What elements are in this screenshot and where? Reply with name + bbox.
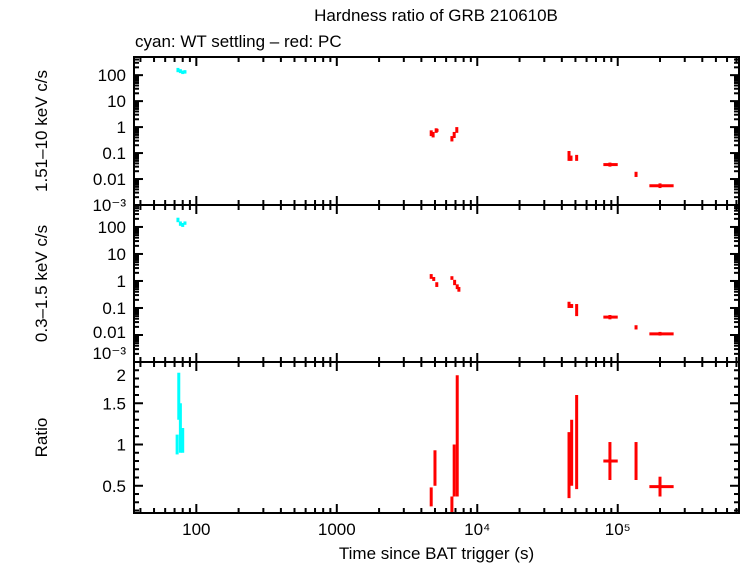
- panel-2: 100 10 1 0.1 0.01 10⁻³ 0.3–1.5 keV c/s: [32, 204, 740, 363]
- pc-data-point: [649, 183, 674, 189]
- panel-frame: [133, 361, 740, 514]
- y-tick-label: 0.1: [102, 144, 126, 163]
- pc-data-point: [603, 162, 618, 167]
- panel-1: 100 10 1 0.1 0.01 10⁻³ 1.51–10 keV c/s: [32, 56, 740, 215]
- pc-data-point: [603, 314, 618, 320]
- wt-data-point: [181, 70, 185, 75]
- pc-data-point: [431, 131, 435, 138]
- y-axis-label: 0.3–1.5 keV c/s: [32, 225, 51, 342]
- y-tick-label: 1: [117, 436, 126, 455]
- x-axis-label: Time since BAT trigger (s): [339, 544, 534, 563]
- y-tick-label: 100: [98, 66, 126, 85]
- wt-data-point: [178, 221, 182, 226]
- pc-data-point: [434, 128, 439, 133]
- y-tick-label: 0.01: [93, 170, 126, 189]
- y-axis-label: Ratio: [32, 418, 51, 458]
- y-tick-label: 1.5: [102, 394, 126, 413]
- pc-data-point: [429, 487, 433, 507]
- pc-data-point: [457, 286, 461, 292]
- y-tick-label: 0.5: [102, 477, 126, 496]
- x-tick-label: 1000: [318, 520, 356, 539]
- y-tick-label: 1: [117, 272, 126, 291]
- wt-data-point: [176, 67, 180, 73]
- pc-data-point: [455, 127, 459, 133]
- pc-data-point: [569, 155, 573, 161]
- x-tick-label: 100: [182, 520, 210, 539]
- pc-data-point: [452, 444, 456, 497]
- pc-data-point: [567, 432, 571, 499]
- pc-data-point: [575, 304, 579, 317]
- y-tick-label: 0.1: [102, 299, 126, 318]
- wt-data-point: [178, 403, 182, 453]
- y-tick-label: 1: [117, 118, 126, 137]
- wt-data-point: [183, 70, 187, 74]
- pc-data-point: [450, 496, 454, 513]
- pc-data-point: [567, 301, 571, 308]
- pc-data-point: [634, 442, 638, 480]
- y-tick-label: 10⁻³: [92, 344, 126, 363]
- pc-data-point: [429, 274, 433, 279]
- pc-data-point: [634, 171, 638, 177]
- y-tick-label: 100: [98, 218, 126, 237]
- pc-data-point: [455, 375, 459, 497]
- chart-subtitle: cyan: WT settling – red: PC: [135, 32, 342, 51]
- pc-data-point: [575, 154, 579, 161]
- pc-data-point: [634, 325, 638, 330]
- pc-data-point: [649, 476, 674, 497]
- wt-data-point: [175, 434, 179, 455]
- pc-data-point: [649, 331, 674, 336]
- wt-data-point: [181, 428, 185, 453]
- wt-data-point: [178, 69, 182, 74]
- y-tick-label: 0.01: [93, 323, 126, 342]
- wt-data-point: [176, 217, 180, 223]
- wt-data-point: [183, 221, 187, 225]
- pc-data-point: [450, 276, 454, 280]
- pc-data-point: [570, 304, 574, 308]
- pc-data-point: [450, 136, 454, 142]
- chart-title: Hardness ratio of GRB 210610B: [314, 6, 558, 25]
- wt-data-point: [177, 372, 181, 420]
- pc-data-point: [435, 282, 439, 287]
- pc-data-point: [567, 151, 571, 161]
- pc-data-point: [452, 131, 456, 139]
- y-tick-label: 10: [107, 245, 126, 264]
- pc-data-point: [603, 442, 618, 480]
- pc-data-point: [575, 395, 579, 490]
- panel-3: 2 1.5 1 0.5 Ratio: [32, 361, 740, 514]
- x-tick-label: 10⁴: [464, 520, 490, 539]
- y-tick-label: 2: [117, 366, 126, 385]
- y-axis-label: 1.51–10 keV c/s: [32, 70, 51, 192]
- pc-data-point: [453, 279, 457, 286]
- pc-data-point: [433, 450, 437, 486]
- y-tick-label: 10: [107, 92, 126, 111]
- pc-data-point: [570, 419, 574, 486]
- wt-data-point: [181, 223, 185, 227]
- pc-data-point: [432, 277, 436, 281]
- y-tick-label: 10⁻³: [92, 196, 126, 215]
- x-tick-label: 10⁵: [605, 520, 631, 539]
